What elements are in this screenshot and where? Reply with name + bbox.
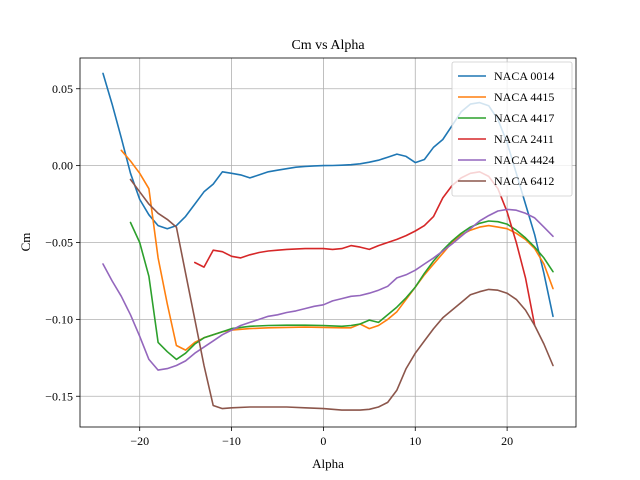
- series-line-2: [129, 220, 554, 361]
- x-axis: −20 −10 0 10 20: [130, 427, 513, 448]
- x-tick-label: 20: [501, 434, 513, 448]
- legend-label-2: NACA 4417: [494, 111, 554, 125]
- x-tick-label: −10: [222, 434, 241, 448]
- y-axis-label: Cm: [18, 233, 33, 252]
- x-tick-label: −20: [130, 434, 149, 448]
- legend-label-5: NACA 6412: [494, 174, 554, 188]
- y-axis: −0.15 −0.10 −0.05 0.00 0.05: [45, 82, 80, 403]
- legend: NACA 0014 NACA 4415 NACA 4417 NACA 2411 NACA…: [451, 61, 573, 197]
- x-axis-label: Alpha: [312, 456, 344, 471]
- series-line-1: [120, 149, 554, 351]
- x-tick-label: 0: [320, 434, 326, 448]
- legend-label-0: NACA 0014: [494, 69, 554, 83]
- y-tick-label: −0.10: [45, 312, 73, 326]
- legend-label-3: NACA 2411: [494, 132, 554, 146]
- series-line-5: [129, 178, 554, 411]
- y-tick-label: 0.05: [52, 82, 73, 96]
- legend-box: [451, 61, 573, 197]
- chart-title: Cm vs Alpha: [291, 38, 365, 53]
- y-tick-label: −0.15: [45, 389, 73, 403]
- legend-label-4: NACA 4424: [494, 153, 554, 167]
- series-line-4: [102, 208, 554, 371]
- y-tick-label: −0.05: [45, 236, 73, 250]
- legend-label-1: NACA 4415: [494, 90, 554, 104]
- x-tick-label: 10: [409, 434, 421, 448]
- y-tick-label: 0.00: [52, 159, 73, 173]
